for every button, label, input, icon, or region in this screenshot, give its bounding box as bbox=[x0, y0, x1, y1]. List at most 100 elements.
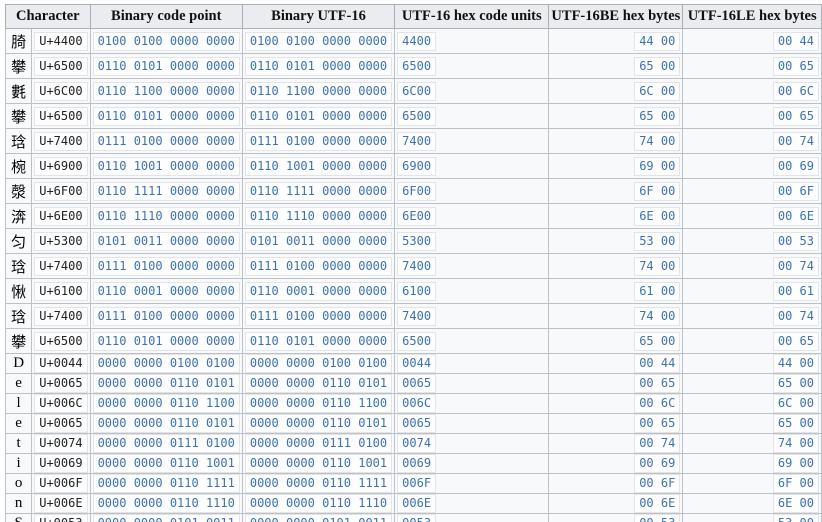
binary-code-point-box: 0110 0101 0000 0000 bbox=[92, 56, 240, 76]
code-point-box: U+7400 bbox=[34, 306, 88, 326]
code-point-cell: U+6F00 bbox=[31, 178, 91, 204]
hex-code-units-box: 5300 bbox=[397, 231, 437, 251]
character-glyph-cell: D bbox=[4, 353, 33, 374]
utf16be-bytes-box: 61 00 bbox=[634, 281, 681, 301]
binary-code-point-cell: 0100 0100 0000 0000 bbox=[89, 28, 243, 54]
code-point-box: U+0074 bbox=[34, 434, 88, 453]
utf16le-bytes-cell: 6F 00 bbox=[682, 473, 822, 494]
character-glyph: e bbox=[15, 375, 22, 391]
hex-code-units-cell: 7400 bbox=[394, 128, 550, 154]
binary-code-point-box: 0000 0000 0110 1100 bbox=[92, 394, 240, 413]
utf16be-bytes-box: 6E 00 bbox=[634, 206, 681, 226]
hex-code-units-box: 7400 bbox=[397, 306, 437, 326]
hex-code-units-box: 006F bbox=[397, 474, 437, 493]
character-glyph-cell: S bbox=[4, 513, 33, 522]
binary-utf16-box: 0000 0000 0110 1111 bbox=[244, 474, 393, 493]
hex-code-units-box: 6F00 bbox=[397, 181, 437, 201]
hex-code-units-cell: 0069 bbox=[394, 453, 550, 474]
binary-code-point-cell: 0111 0100 0000 0000 bbox=[89, 303, 243, 329]
utf16le-bytes-box: 44 00 bbox=[772, 354, 819, 373]
binary-code-point-box: 0000 0000 0110 0101 bbox=[92, 414, 240, 433]
character-glyph-cell: 攀 bbox=[4, 53, 33, 79]
hex-code-units-cell: 006E bbox=[394, 493, 550, 514]
utf16le-bytes-box: 00 69 bbox=[772, 156, 819, 176]
character-glyph: 愀 bbox=[11, 284, 27, 301]
character-glyph: 椀 bbox=[11, 159, 27, 176]
utf16be-bytes-cell: 69 00 bbox=[548, 153, 684, 179]
header-utf16-hex-code-units: UTF-16 hex code units bbox=[394, 4, 550, 29]
binary-utf16-box: 0111 0100 0000 0000 bbox=[244, 306, 393, 326]
hex-code-units-box: 0074 bbox=[397, 434, 437, 453]
binary-utf16-box: 0110 1111 0000 0000 bbox=[244, 181, 393, 201]
utf16le-bytes-cell: 00 65 bbox=[682, 53, 822, 79]
hex-code-units-cell: 6E00 bbox=[394, 203, 550, 229]
utf16le-bytes-box: 65 00 bbox=[772, 414, 819, 433]
utf16le-bytes-cell: 00 69 bbox=[682, 153, 822, 179]
utf16le-bytes-box: 00 74 bbox=[772, 256, 819, 276]
hex-code-units-cell: 6500 bbox=[394, 328, 550, 354]
table-row: 漀 U+6F00 0110 1111 0000 0000 0110 1111 0… bbox=[4, 178, 822, 204]
utf16be-bytes-box: 00 6C bbox=[634, 394, 681, 413]
binary-code-point-box: 0000 0000 0100 0100 bbox=[92, 354, 240, 373]
utf16le-bytes-cell: 6E 00 bbox=[682, 493, 822, 514]
binary-utf16-cell: 0000 0000 0110 0101 bbox=[241, 413, 396, 434]
table-row: 䐀 U+4400 0100 0100 0000 0000 0100 0100 0… bbox=[4, 28, 822, 54]
utf16le-bytes-cell: 00 65 bbox=[682, 328, 822, 354]
utf16be-bytes-cell: 65 00 bbox=[548, 103, 684, 129]
utf16le-bytes-cell: 00 74 bbox=[682, 303, 822, 329]
utf16le-bytes-box: 74 00 bbox=[772, 434, 819, 453]
binary-code-point-cell: 0110 1001 0000 0000 bbox=[89, 153, 243, 179]
code-point-box: U+006E bbox=[34, 494, 88, 513]
binary-utf16-box: 0000 0000 0110 1001 bbox=[244, 454, 393, 473]
binary-code-point-box: 0000 0000 0101 0011 bbox=[92, 514, 240, 522]
utf16le-bytes-cell: 00 74 bbox=[682, 128, 822, 154]
hex-code-units-box: 006C bbox=[397, 394, 437, 413]
character-glyph: D bbox=[13, 355, 25, 371]
character-glyph: 匀 bbox=[11, 234, 27, 251]
binary-utf16-cell: 0110 0101 0000 0000 bbox=[241, 328, 396, 354]
character-glyph-cell: 匀 bbox=[4, 228, 33, 254]
character-glyph-cell: 琀 bbox=[4, 128, 33, 154]
binary-code-point-cell: 0000 0000 0100 0100 bbox=[89, 353, 243, 374]
binary-code-point-cell: 0111 0100 0000 0000 bbox=[89, 253, 243, 279]
binary-code-point-box: 0000 0000 0110 0101 bbox=[92, 374, 240, 393]
utf16be-bytes-box: 65 00 bbox=[634, 106, 681, 126]
table-row: 攀 U+6500 0110 0101 0000 0000 0110 0101 0… bbox=[4, 103, 822, 129]
code-point-cell: U+6C00 bbox=[31, 78, 91, 104]
binary-code-point-cell: 0110 1111 0000 0000 bbox=[89, 178, 243, 204]
utf16le-bytes-cell: 65 00 bbox=[682, 373, 822, 394]
header-row: Character Binary code point Binary UTF-1… bbox=[5, 4, 822, 29]
hex-code-units-box: 0044 bbox=[397, 354, 437, 373]
table-row: o U+006F 0000 0000 0110 1111 0000 0000 0… bbox=[4, 473, 822, 494]
hex-code-units-cell: 0074 bbox=[394, 433, 550, 454]
utf16be-bytes-cell: 00 6C bbox=[548, 393, 684, 414]
code-point-cell: U+0069 bbox=[31, 453, 91, 474]
character-glyph: l bbox=[16, 395, 21, 411]
binary-code-point-cell: 0000 0000 0101 0011 bbox=[89, 513, 243, 522]
utf16be-bytes-box: 65 00 bbox=[634, 56, 681, 76]
utf16le-bytes-box: 00 44 bbox=[772, 31, 819, 51]
binary-utf16-box: 0110 1110 0000 0000 bbox=[244, 206, 393, 226]
binary-code-point-cell: 0000 0000 0110 1100 bbox=[89, 393, 243, 414]
utf16le-bytes-box: 6C 00 bbox=[772, 394, 819, 413]
binary-utf16-cell: 0110 1100 0000 0000 bbox=[241, 78, 396, 104]
code-point-cell: U+0044 bbox=[31, 353, 91, 374]
hex-code-units-box: 4400 bbox=[397, 31, 437, 51]
code-point-cell: U+0065 bbox=[31, 413, 91, 434]
binary-code-point-box: 0100 0100 0000 0000 bbox=[92, 31, 240, 51]
utf16le-bytes-box: 00 6F bbox=[772, 181, 819, 201]
utf16be-bytes-box: 74 00 bbox=[634, 131, 681, 151]
utf16be-bytes-cell: 61 00 bbox=[548, 278, 684, 304]
utf16be-bytes-box: 00 69 bbox=[634, 454, 681, 473]
binary-code-point-cell: 0101 0011 0000 0000 bbox=[89, 228, 243, 254]
utf16le-bytes-box: 00 65 bbox=[772, 331, 819, 351]
utf16be-bytes-box: 44 00 bbox=[634, 31, 681, 51]
binary-code-point-box: 0111 0100 0000 0000 bbox=[92, 256, 240, 276]
binary-utf16-cell: 0000 0000 0100 0100 bbox=[241, 353, 396, 374]
binary-code-point-box: 0110 1100 0000 0000 bbox=[92, 81, 240, 101]
table-row: 渀 U+6E00 0110 1110 0000 0000 0110 1110 0… bbox=[4, 203, 822, 229]
binary-utf16-cell: 0111 0100 0000 0000 bbox=[241, 253, 396, 279]
utf16le-bytes-box: 53 00 bbox=[772, 514, 819, 522]
character-glyph: 渀 bbox=[11, 209, 27, 226]
